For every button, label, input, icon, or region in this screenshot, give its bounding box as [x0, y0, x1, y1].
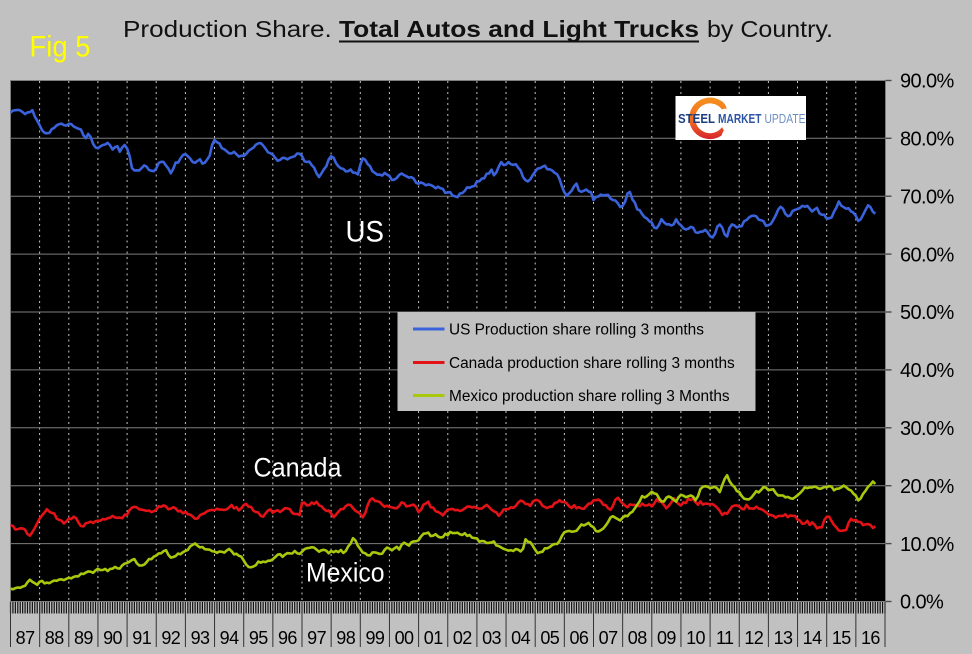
- svg-text:Canada production share rollin: Canada production share rolling 3 months: [449, 355, 735, 372]
- svg-text:98: 98: [336, 628, 355, 648]
- svg-text:05: 05: [540, 628, 559, 648]
- svg-text:13: 13: [774, 628, 793, 648]
- svg-text:Mexico: Mexico: [306, 558, 385, 588]
- svg-text:Canada: Canada: [254, 453, 343, 483]
- svg-text:97: 97: [307, 628, 326, 648]
- svg-text:07: 07: [599, 628, 618, 648]
- svg-text:by Country.: by Country.: [707, 16, 833, 42]
- svg-text:40.0%: 40.0%: [900, 360, 955, 382]
- svg-text:US Production share rolling 3: US Production share rolling 3 months: [449, 322, 704, 339]
- svg-text:80.0%: 80.0%: [900, 129, 955, 151]
- svg-text:10: 10: [686, 628, 705, 648]
- svg-text:11: 11: [716, 628, 734, 648]
- svg-text:93: 93: [191, 628, 210, 648]
- svg-text:UPDATE: UPDATE: [765, 111, 806, 126]
- svg-text:99: 99: [365, 628, 384, 648]
- svg-text:10.0%: 10.0%: [900, 534, 955, 556]
- svg-text:90.0%: 90.0%: [900, 71, 955, 93]
- svg-text:03: 03: [482, 628, 501, 648]
- svg-text:30.0%: 30.0%: [900, 418, 955, 440]
- svg-text:89: 89: [74, 628, 93, 648]
- svg-text:96: 96: [278, 628, 297, 648]
- svg-text:09: 09: [657, 628, 676, 648]
- svg-text:15: 15: [832, 628, 851, 648]
- svg-text:91: 91: [132, 628, 151, 648]
- svg-text:50.0%: 50.0%: [900, 302, 955, 324]
- svg-text:Mexico production share rollin: Mexico production share rolling 3 Months: [449, 388, 730, 405]
- svg-text:95: 95: [249, 628, 268, 648]
- svg-text:US: US: [346, 216, 385, 249]
- svg-text:60.0%: 60.0%: [900, 244, 955, 266]
- svg-text:92: 92: [161, 628, 180, 648]
- svg-text:04: 04: [511, 628, 530, 648]
- svg-text:02: 02: [453, 628, 472, 648]
- svg-text:87: 87: [16, 628, 35, 648]
- svg-text:Fig 5: Fig 5: [30, 31, 91, 64]
- svg-text:20.0%: 20.0%: [900, 476, 955, 498]
- svg-text:16: 16: [861, 628, 880, 648]
- svg-text:Total Autos and Light Trucks: Total Autos and Light Trucks: [339, 16, 699, 42]
- svg-text:94: 94: [220, 628, 239, 648]
- svg-text:STEEL: STEEL: [678, 111, 715, 126]
- svg-text:Production Share.: Production Share.: [123, 16, 339, 42]
- svg-text:08: 08: [628, 628, 647, 648]
- svg-text:12: 12: [744, 628, 763, 648]
- svg-text:0.0%: 0.0%: [900, 592, 944, 614]
- svg-text:06: 06: [569, 628, 588, 648]
- svg-text:MARKET: MARKET: [718, 111, 762, 126]
- svg-text:14: 14: [803, 628, 822, 648]
- svg-text:01: 01: [424, 628, 443, 648]
- svg-text:00: 00: [395, 628, 414, 648]
- svg-text:88: 88: [45, 628, 64, 648]
- svg-text:70.0%: 70.0%: [900, 186, 955, 208]
- svg-text:90: 90: [103, 628, 122, 648]
